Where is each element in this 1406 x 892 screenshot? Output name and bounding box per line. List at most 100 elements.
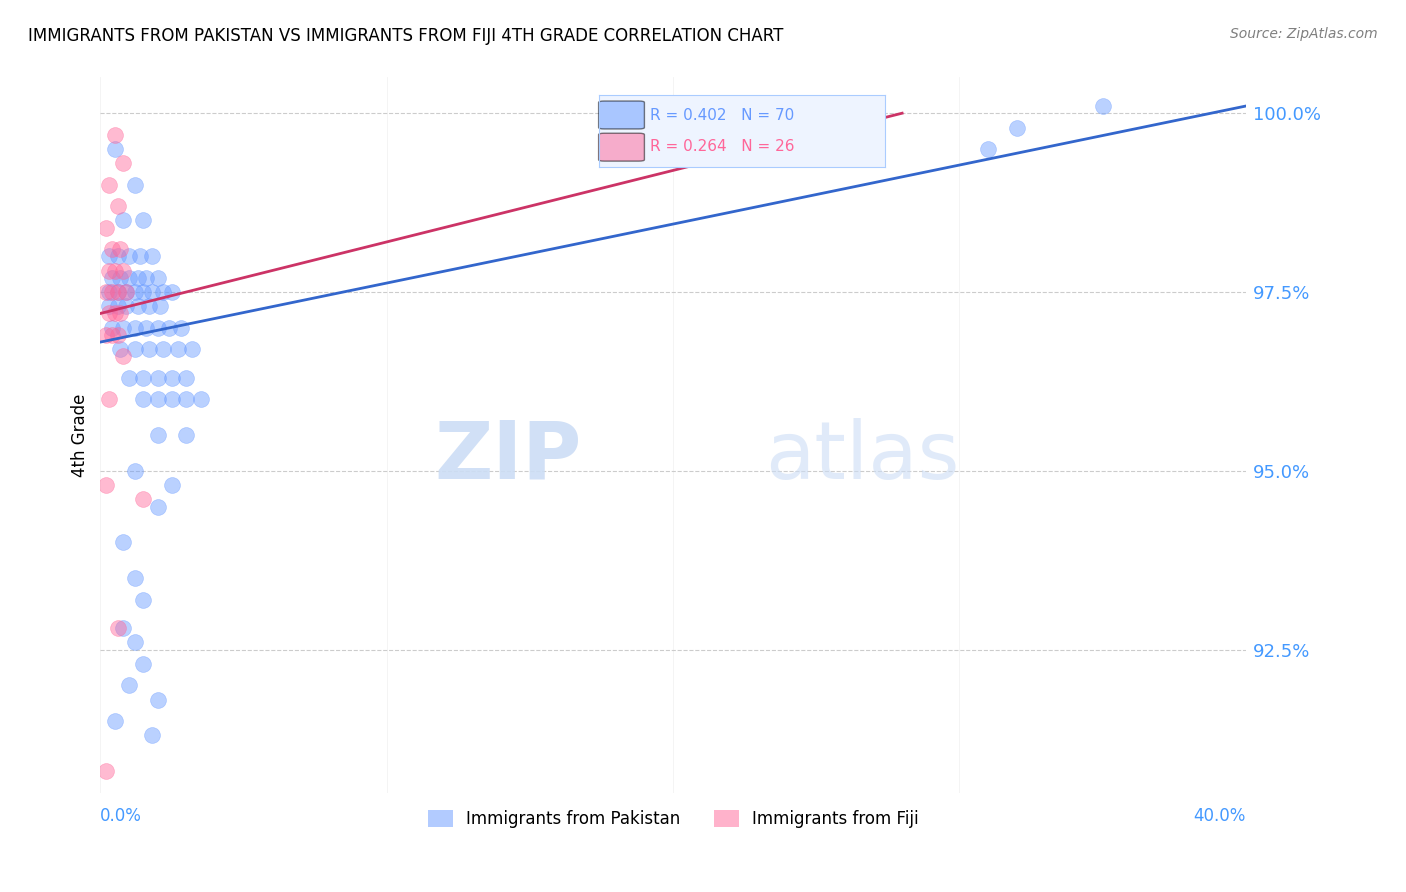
Text: Source: ZipAtlas.com: Source: ZipAtlas.com (1230, 27, 1378, 41)
Point (104, 263, 127, 277)
Point (118, 678, 141, 692)
Point (97, 285, 120, 299)
Point (110, 270, 132, 285)
Text: ZIP: ZIP (434, 417, 582, 495)
Point (124, 320, 146, 334)
Point (1005, 120, 1028, 135)
Point (112, 156, 135, 170)
Point (107, 299, 129, 313)
Point (129, 249, 152, 263)
Point (146, 320, 169, 334)
Point (101, 242, 124, 256)
Point (110, 306, 132, 320)
Point (112, 263, 135, 277)
Point (181, 343, 204, 357)
Point (97, 178, 120, 192)
Point (101, 320, 124, 334)
Point (132, 592, 155, 607)
Point (1091, 99, 1114, 113)
Point (124, 343, 146, 357)
Point (124, 178, 146, 192)
Point (107, 285, 129, 299)
Point (97, 263, 120, 277)
Point (112, 535, 135, 549)
Text: 40.0%: 40.0% (1194, 807, 1246, 825)
Point (107, 199, 129, 213)
Point (138, 343, 160, 357)
Point (112, 350, 135, 364)
Point (141, 728, 163, 742)
Point (118, 270, 141, 285)
Point (104, 714, 127, 728)
Point (107, 621, 129, 635)
Point (160, 392, 183, 407)
Legend: Immigrants from Pakistan, Immigrants from Fiji: Immigrants from Pakistan, Immigrants fro… (420, 803, 925, 834)
Point (977, 142, 1000, 156)
Point (146, 392, 169, 407)
Point (152, 343, 174, 357)
Point (146, 692, 169, 706)
Point (160, 371, 183, 385)
Point (104, 128, 127, 142)
Point (146, 500, 169, 514)
Point (157, 320, 180, 334)
Point (104, 306, 127, 320)
Point (110, 242, 132, 256)
Point (107, 249, 129, 263)
Point (141, 285, 163, 299)
Point (124, 635, 146, 649)
Point (124, 571, 146, 585)
Point (94, 327, 117, 342)
Point (112, 320, 135, 334)
Point (132, 392, 155, 407)
Point (190, 392, 212, 407)
Point (115, 285, 138, 299)
Point (132, 371, 155, 385)
Point (94, 285, 117, 299)
Point (124, 464, 146, 478)
Point (160, 478, 183, 492)
Point (97, 392, 120, 407)
Point (94, 764, 117, 779)
Point (104, 142, 127, 156)
Text: atlas: atlas (765, 417, 959, 495)
Point (169, 320, 191, 334)
Point (146, 371, 169, 385)
Point (135, 270, 157, 285)
Point (97, 249, 120, 263)
Point (132, 492, 155, 507)
Point (94, 220, 117, 235)
Point (101, 285, 124, 299)
Point (135, 320, 157, 334)
Point (112, 621, 135, 635)
Point (107, 327, 129, 342)
Point (107, 285, 129, 299)
Point (174, 371, 197, 385)
Point (115, 285, 138, 299)
Point (110, 343, 132, 357)
Point (132, 285, 155, 299)
Point (97, 299, 120, 313)
Point (132, 213, 155, 227)
Point (160, 285, 183, 299)
Point (101, 270, 124, 285)
Point (152, 285, 174, 299)
Text: IMMIGRANTS FROM PAKISTAN VS IMMIGRANTS FROM FIJI 4TH GRADE CORRELATION CHART: IMMIGRANTS FROM PAKISTAN VS IMMIGRANTS F… (28, 27, 783, 45)
Point (132, 657, 155, 671)
Point (138, 299, 160, 313)
Point (141, 249, 163, 263)
Point (166, 343, 188, 357)
Y-axis label: 4th Grade: 4th Grade (72, 393, 89, 476)
Point (146, 428, 169, 442)
Point (124, 285, 146, 299)
Point (112, 213, 135, 227)
Point (127, 270, 149, 285)
Point (115, 299, 138, 313)
Text: 0.0%: 0.0% (100, 807, 142, 825)
Point (146, 270, 169, 285)
Point (118, 249, 141, 263)
Point (101, 327, 124, 342)
Point (127, 299, 149, 313)
Point (97, 306, 120, 320)
Point (118, 371, 141, 385)
